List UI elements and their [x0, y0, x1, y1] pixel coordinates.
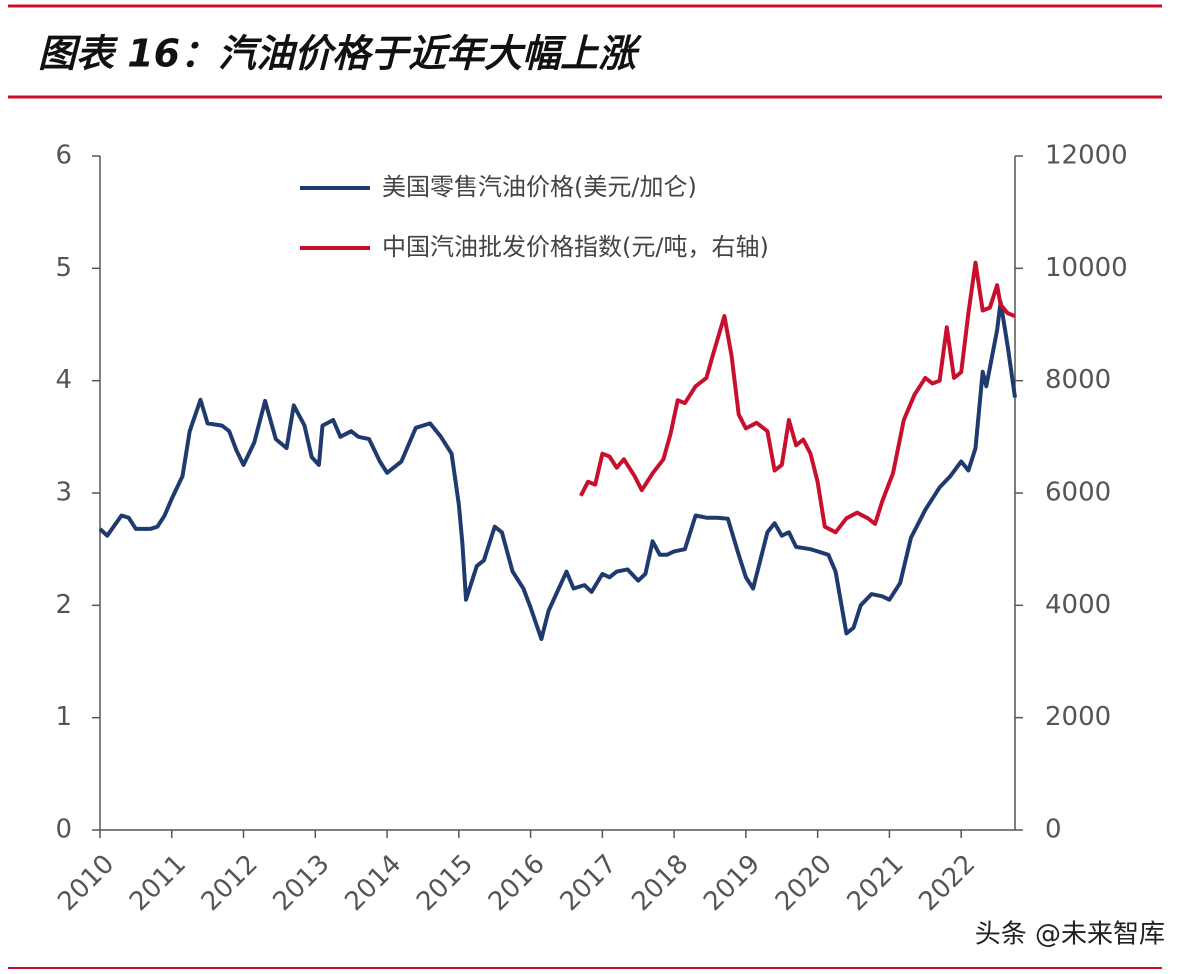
- legend-label: 美国零售汽油价格(美元/加仑): [382, 173, 697, 201]
- x-tick-label: 2016: [483, 849, 551, 917]
- y-tick-label: 3: [55, 478, 72, 508]
- y2-tick-label: 10000: [1045, 253, 1128, 283]
- x-tick-label: 2015: [411, 849, 479, 917]
- y-tick-label: 0: [55, 815, 72, 845]
- y-tick-label: 2: [55, 590, 72, 620]
- x-tick-label: 2012: [196, 849, 264, 917]
- x-tick-label: 2014: [339, 849, 407, 917]
- x-tick-label: 2021: [842, 849, 910, 917]
- series-line: [579, 260, 1016, 535]
- x-tick-label: 2011: [124, 849, 192, 917]
- y-tick-label: 4: [55, 365, 72, 395]
- x-tick-label: 2022: [913, 849, 981, 917]
- y-tick-label: 6: [55, 141, 72, 171]
- y-tick-label: 5: [55, 253, 72, 283]
- chart-title: 图表 16：汽油价格于近年大幅上涨: [38, 32, 642, 76]
- legend-label: 中国汽油批发价格指数(元/吨，右轴): [382, 233, 769, 261]
- y2-tick-label: 8000: [1045, 365, 1111, 395]
- y2-tick-label: 0: [1045, 815, 1062, 845]
- x-tick-label: 2010: [52, 849, 120, 917]
- x-tick-label: 2020: [770, 849, 838, 917]
- x-tick-label: 2013: [268, 849, 336, 917]
- watermark: 头条 @未来智库: [975, 920, 1165, 950]
- y2-tick-label: 6000: [1045, 478, 1111, 508]
- y2-tick-label: 4000: [1045, 590, 1111, 620]
- x-tick-label: 2018: [626, 849, 694, 917]
- y2-tick-label: 2000: [1045, 702, 1111, 732]
- series-line: [98, 300, 1017, 641]
- x-tick-label: 2019: [698, 849, 766, 917]
- x-tick-label: 2017: [555, 849, 623, 917]
- y-tick-label: 1: [55, 702, 72, 732]
- y2-tick-label: 12000: [1045, 141, 1128, 171]
